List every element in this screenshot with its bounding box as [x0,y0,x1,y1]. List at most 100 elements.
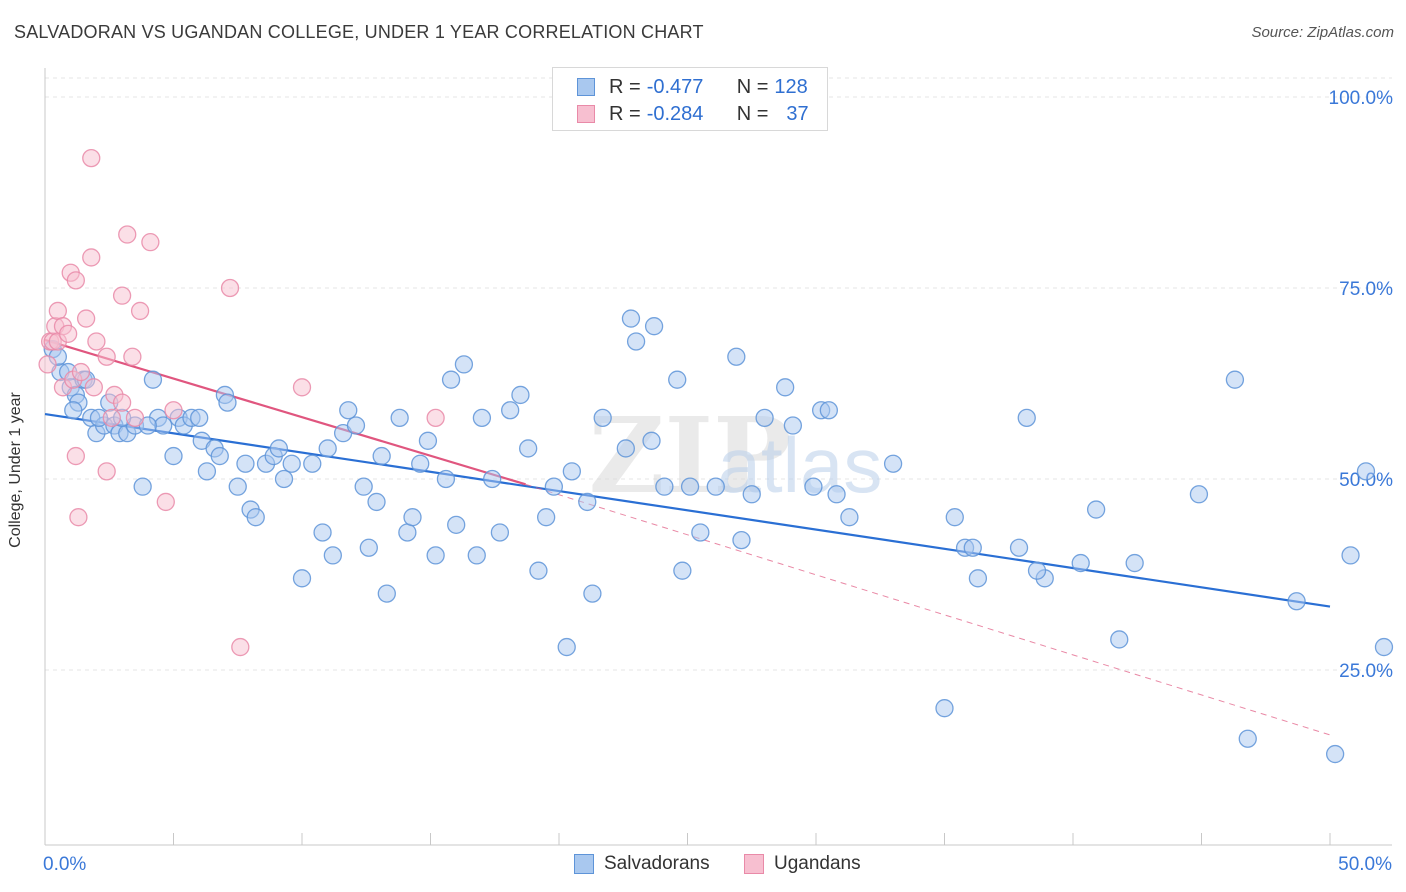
ugandan-point [123,347,142,366]
salvadoran-point [544,477,564,496]
salvadoran-point [1009,538,1029,557]
ugandan-point [66,446,85,466]
salvadoran-point [1341,546,1360,565]
series-legend-ugandans[interactable]: Ugandans [744,852,861,876]
ugandan-point [125,408,145,428]
salvadoran-point [706,477,725,496]
salvadoran-point [621,309,641,328]
salvadoran-point [1287,592,1306,611]
salvadoran-point [593,408,612,428]
salvadoran-point [935,699,954,718]
salvadoran-point [968,569,988,588]
salvadoran-point [1356,462,1376,481]
salvadoran-point [64,401,83,420]
salvadoran-point [313,523,332,542]
salvadoran-point [346,416,366,435]
ugandan-point [71,362,91,382]
salvadoran-point [644,317,664,336]
salvadoran-point [359,538,378,557]
y-tick-label: 75.0% [1339,279,1393,300]
y-axis-label: College, Under 1 year [7,392,24,548]
salvadoran-point [339,401,358,420]
salvadoran-point [578,492,597,512]
salvadoran-point [1225,370,1245,389]
legend-swatch-pink [577,105,595,123]
salvadoran-point [218,393,237,412]
series-legend-label: Salvadorans [604,853,710,874]
ugandan-point [38,355,57,374]
ugandan-trend-line [44,338,526,486]
ugandan-point [58,324,78,343]
ugandan-point [231,637,250,657]
salvadoran-point [680,477,700,496]
ugandan-point [82,248,101,267]
salvadoran-point [673,561,692,580]
salvadoran-point [447,515,466,534]
salvadoran-point [642,431,661,450]
series-legend-salvadorans[interactable]: Salvadorans [574,852,710,876]
y-tick-label: 100.0% [1329,88,1394,109]
salvadoran-point [1325,744,1345,764]
ugandan-point [69,508,88,527]
ugandan-point [156,492,175,512]
legend-swatch-pink [744,854,764,874]
salvadoran-point [501,401,520,420]
salvadoran-point [945,508,964,527]
salvadoran-point [164,446,183,466]
ugandan-point [164,401,183,420]
ugandan-point [76,309,96,328]
grid [45,77,1392,671]
salvadoran-point [143,370,163,389]
legend-r-label: R = [609,102,641,125]
legend-swatch-blue [577,78,595,96]
legend-r-value: -0.284 [646,102,704,125]
legend-r-label: R = [609,75,641,98]
salvadoran-point [883,454,903,473]
salvadoran-point [154,416,173,435]
salvadoran-point [519,439,538,458]
data-points [38,148,1394,764]
salvadoran-point [963,538,982,557]
salvadoran-point [354,477,373,496]
legend-n-value: 37 [786,102,809,125]
salvadoran-point [1086,500,1106,519]
salvadoran-point [403,508,422,527]
salvadoran-point [454,355,474,374]
salvadoran-point [562,462,581,481]
salvadoran-point [190,408,209,428]
ugandan-point [102,408,121,428]
legend-n-label: N = [736,75,769,98]
watermark-atlas: atlas [718,421,883,509]
salvadoran-point [372,446,391,466]
legend-n-value: 128 [774,75,808,98]
salvadoran-point [616,439,635,458]
salvadoran-point [303,454,322,473]
salvadoran-point [840,508,859,527]
salvadoran-point [827,485,846,504]
salvadoran-point [236,454,255,473]
salvadoran-point [668,370,687,389]
salvadoran-point [1027,561,1047,580]
y-tick-label: 25.0% [1339,661,1393,682]
ugandan-point [426,408,445,428]
salvadoran-point [490,523,510,542]
ugandan-point [112,393,132,412]
salvadoran-point [274,469,294,489]
ugandan-point [112,286,132,305]
salvadoran-point [691,523,710,542]
ugandan-point [87,332,106,351]
salvadoran-point [819,401,838,420]
salvadoran-point [210,446,229,466]
legend-r-value: -0.477 [646,75,704,98]
salvadoran-point [377,584,396,603]
salvadoran-point [323,546,342,565]
salvadoran-point [1110,630,1129,649]
salvadoran-point [557,637,576,657]
salvadoran-point [426,546,445,565]
salvadoran-point [655,477,674,496]
salvadoran-point [732,530,751,550]
salvadoran-point [197,462,217,481]
salvadoran-point [390,408,409,428]
chart-title: SALVADORAN VS UGANDAN COLLEGE, UNDER 1 Y… [14,22,704,42]
